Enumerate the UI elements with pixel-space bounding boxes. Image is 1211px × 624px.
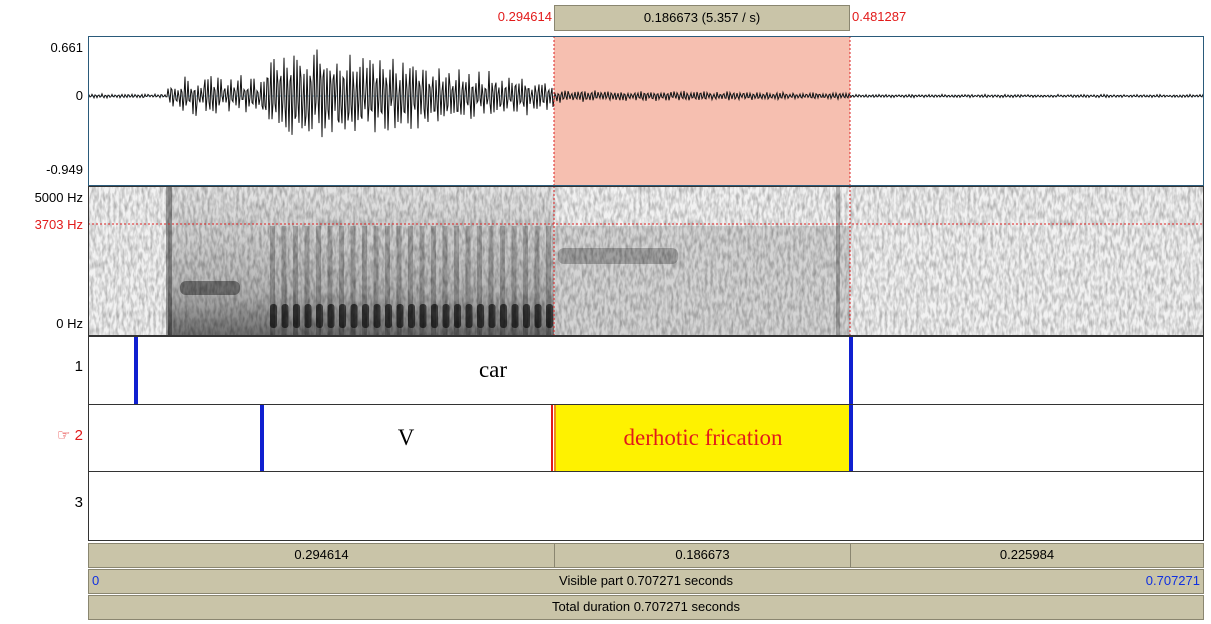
spectrogram-striation <box>408 304 415 328</box>
total-duration[interactable]: Total duration 0.707271 seconds <box>88 595 1204 620</box>
spectrogram-energy <box>554 226 850 336</box>
spectrogram-bottom: 0 Hz <box>56 316 83 331</box>
visible-end: 0.707271 <box>1146 570 1200 592</box>
spectrogram[interactable] <box>88 186 1204 336</box>
spectrogram-striation <box>489 304 496 328</box>
interval-text[interactable]: car <box>479 357 507 383</box>
waveform[interactable] <box>88 36 1204 186</box>
boundary <box>554 405 556 471</box>
tier-label: 3 <box>75 494 83 511</box>
tier[interactable] <box>88 471 1204 541</box>
waveform-max: 0.661 <box>50 40 83 55</box>
spectrogram-striation <box>270 304 277 328</box>
selection-end: 0.481287 <box>852 9 906 24</box>
selection-start: 0.294614 <box>498 9 552 24</box>
waveform-min: -0.949 <box>46 162 83 177</box>
segment-duration[interactable]: 0.186673 <box>554 543 851 568</box>
segment-duration[interactable]: 0.294614 <box>88 543 555 568</box>
interval-text[interactable]: derhotic frication <box>623 425 782 451</box>
spectrogram-striation <box>305 304 312 328</box>
spectrogram-striation <box>512 304 519 328</box>
visible-part[interactable]: 0 Visible part 0.707271 seconds 0.707271 <box>88 569 1204 594</box>
spectrogram-striation <box>420 304 427 328</box>
tier-label: ☞ 2 <box>57 426 83 444</box>
spectrogram-striation <box>477 304 484 328</box>
spectrogram-striation <box>523 304 530 328</box>
spectrogram-striation <box>431 304 438 328</box>
boundary[interactable] <box>849 337 853 404</box>
segment-duration[interactable]: 0.225984 <box>850 543 1204 568</box>
tier-label: 1 <box>75 358 83 375</box>
visible-text: Visible part 0.707271 seconds <box>559 573 733 588</box>
spectrogram-striation <box>385 304 392 328</box>
boundary[interactable] <box>134 337 138 404</box>
spectrogram-striation <box>374 304 381 328</box>
spectrogram-energy <box>168 186 554 336</box>
spectrogram-striation <box>558 248 678 264</box>
textgrid-editor: 0.294614 0.186673 (5.357 / s) 0.481287 0… <box>0 0 1211 624</box>
spectrogram-striation <box>166 186 172 336</box>
boundary[interactable] <box>260 405 264 471</box>
spectrogram-striation <box>328 304 335 328</box>
spectrogram-striation <box>351 304 358 328</box>
spectrogram-striation <box>500 304 507 328</box>
selection-duration[interactable]: 0.186673 (5.357 / s) <box>554 5 850 31</box>
spectrogram-striation <box>443 304 450 328</box>
spectrogram-striation <box>454 304 461 328</box>
spectrogram-striation <box>466 304 473 328</box>
boundary[interactable] <box>551 405 553 471</box>
spectrogram-striation <box>362 304 369 328</box>
spectrogram-striation <box>339 304 346 328</box>
boundary[interactable] <box>849 405 853 471</box>
tier[interactable]: V derhotic frication <box>88 404 1204 472</box>
spectrogram-striation <box>397 304 404 328</box>
interval-text[interactable]: V <box>398 425 415 451</box>
spectrogram-cursor: 3703 Hz <box>35 217 83 232</box>
visible-start: 0 <box>92 570 99 592</box>
spectrogram-striation <box>180 281 240 295</box>
spectrogram-striation <box>535 304 542 328</box>
spectrogram-striation <box>293 304 300 328</box>
spectrogram-top: 5000 Hz <box>35 190 83 205</box>
selection-highlight <box>554 36 850 186</box>
spectrogram-striation <box>836 186 840 336</box>
spectrogram-striation <box>546 304 553 328</box>
spectrogram-striation <box>316 304 323 328</box>
spectrogram-striation <box>282 304 289 328</box>
tier[interactable]: car <box>88 336 1204 405</box>
waveform-zero: 0 <box>76 88 83 103</box>
